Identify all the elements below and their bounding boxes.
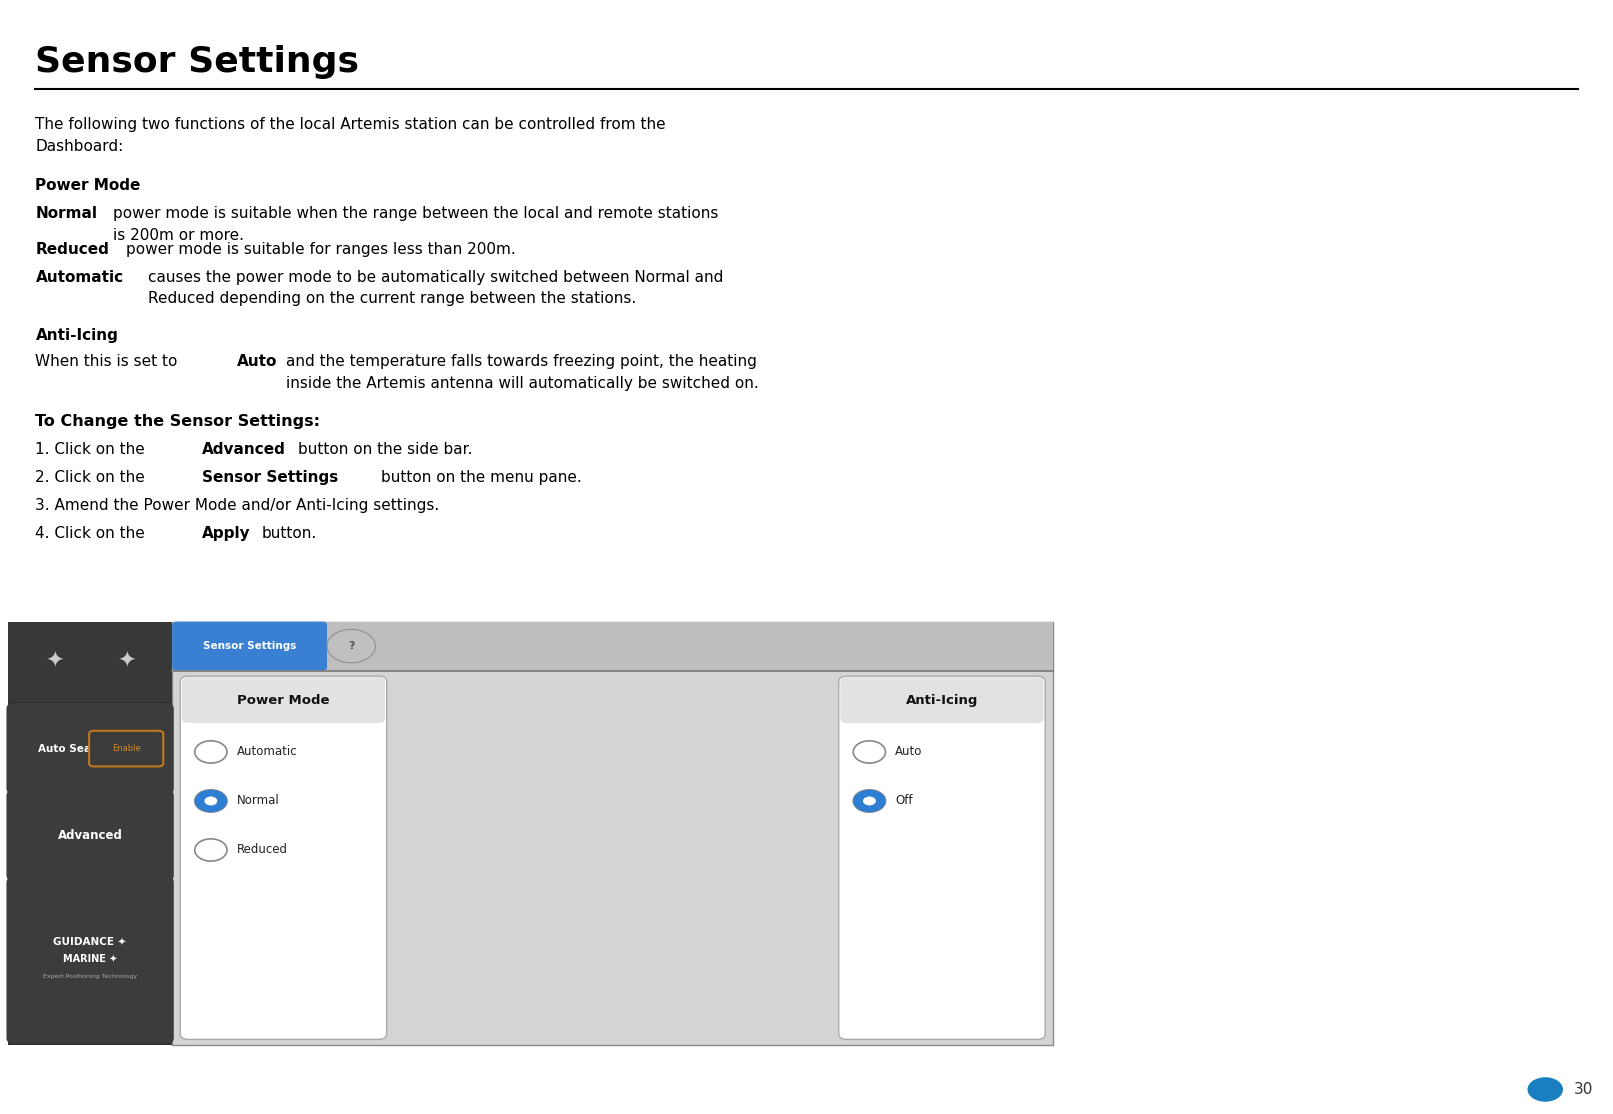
Circle shape: [195, 790, 227, 812]
Text: 30: 30: [1574, 1082, 1594, 1097]
Circle shape: [853, 741, 886, 763]
Text: Sensor Settings: Sensor Settings: [203, 642, 297, 651]
Text: Sensor Settings: Sensor Settings: [202, 470, 337, 485]
Circle shape: [205, 797, 218, 805]
Text: MARINE ✦: MARINE ✦: [63, 955, 118, 964]
FancyBboxPatch shape: [6, 790, 174, 881]
Text: Power Mode: Power Mode: [237, 694, 329, 706]
Text: Anti-Icing: Anti-Icing: [35, 328, 118, 342]
FancyBboxPatch shape: [840, 677, 1044, 723]
Text: button.: button.: [261, 526, 316, 540]
Text: causes the power mode to be automatically switched between Normal and
Reduced de: causes the power mode to be automaticall…: [148, 270, 724, 306]
Text: To Change the Sensor Settings:: To Change the Sensor Settings:: [35, 414, 321, 429]
Text: Advanced: Advanced: [202, 442, 286, 457]
FancyBboxPatch shape: [6, 877, 174, 1044]
Text: When this is set to: When this is set to: [35, 354, 177, 369]
Text: and the temperature falls towards freezing point, the heating
inside the Artemis: and the temperature falls towards freezi…: [286, 354, 758, 391]
Bar: [173, 622, 1053, 1045]
Circle shape: [195, 839, 227, 861]
Circle shape: [853, 790, 886, 812]
Text: button on the side bar.: button on the side bar.: [298, 442, 473, 457]
Circle shape: [195, 741, 227, 763]
Text: Auto: Auto: [237, 354, 277, 369]
Circle shape: [863, 797, 876, 805]
Text: Anti-Icing: Anti-Icing: [907, 694, 977, 706]
Text: ?: ?: [348, 642, 355, 651]
Text: Automatic: Automatic: [237, 745, 297, 759]
Text: ✦: ✦: [45, 652, 63, 672]
FancyBboxPatch shape: [173, 622, 327, 671]
FancyBboxPatch shape: [89, 731, 163, 766]
Text: 3. Amend the Power Mode and/or Anti-Icing settings.: 3. Amend the Power Mode and/or Anti-Icin…: [35, 498, 440, 512]
Text: 1. Click on the: 1. Click on the: [35, 442, 145, 457]
Text: The following two functions of the local Artemis station can be controlled from : The following two functions of the local…: [35, 117, 666, 154]
Bar: [8, 622, 173, 702]
Circle shape: [327, 629, 376, 663]
Bar: [8, 622, 173, 1045]
Text: power mode is suitable for ranges less than 200m.: power mode is suitable for ranges less t…: [126, 242, 516, 256]
Text: Reduced: Reduced: [237, 843, 287, 857]
Circle shape: [195, 790, 227, 812]
Text: Power Mode: Power Mode: [35, 178, 140, 193]
Text: Off: Off: [895, 794, 913, 808]
Text: 4. Click on the: 4. Click on the: [35, 526, 145, 540]
Text: Sensor Settings: Sensor Settings: [35, 45, 360, 79]
Text: Automatic: Automatic: [35, 270, 124, 284]
Text: Auto: Auto: [895, 745, 923, 759]
Text: Advanced: Advanced: [58, 829, 123, 842]
Text: ✦: ✦: [116, 652, 135, 672]
FancyBboxPatch shape: [839, 676, 1045, 1039]
FancyBboxPatch shape: [182, 677, 386, 723]
Text: power mode is suitable when the range between the local and remote stations
is 2: power mode is suitable when the range be…: [113, 206, 718, 243]
Circle shape: [853, 790, 886, 812]
Circle shape: [1528, 1077, 1563, 1102]
FancyBboxPatch shape: [6, 703, 174, 794]
FancyBboxPatch shape: [181, 676, 387, 1039]
Text: Reduced: Reduced: [35, 242, 110, 256]
Text: Apply: Apply: [202, 526, 250, 540]
Text: 2. Click on the: 2. Click on the: [35, 470, 145, 485]
Text: Auto Search: Auto Search: [37, 744, 110, 753]
Bar: [173, 622, 1053, 671]
Text: button on the menu pane.: button on the menu pane.: [381, 470, 581, 485]
Text: Normal: Normal: [35, 206, 97, 221]
Text: GUIDANCE ✦: GUIDANCE ✦: [53, 937, 127, 946]
Text: Enable: Enable: [111, 744, 140, 753]
Text: Expert Positioning Technology: Expert Positioning Technology: [44, 975, 137, 979]
Text: Normal: Normal: [237, 794, 279, 808]
